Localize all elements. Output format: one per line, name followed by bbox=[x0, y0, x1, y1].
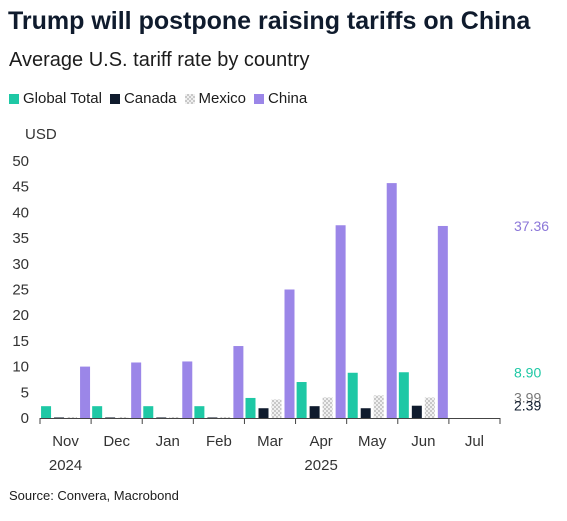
x-tick-label-jun: Jun bbox=[411, 433, 435, 450]
x-tick-label-mar: Mar bbox=[257, 433, 283, 450]
bar-china-nov bbox=[80, 366, 91, 418]
y-tick-label-40: 40 bbox=[12, 204, 29, 221]
bar-china-mar bbox=[284, 289, 295, 418]
bar-mexico-feb bbox=[220, 416, 231, 418]
y-tick-label-0: 0 bbox=[21, 410, 29, 427]
y-axis-label: USD bbox=[25, 126, 57, 143]
legend-item-mexico: Mexico bbox=[184, 90, 247, 107]
end-label-8-90: 8.90 bbox=[514, 364, 541, 380]
legend-swatch-global-total bbox=[9, 93, 19, 104]
end-labels: 37.36 8.90 3.992.39 bbox=[514, 218, 549, 414]
bar-global-total-mar bbox=[245, 397, 256, 418]
legend-label-canada: Canada bbox=[123, 90, 177, 107]
x-tick-label-jul: Jul bbox=[465, 433, 484, 450]
bar-global-total-feb bbox=[194, 406, 205, 418]
bar-china-feb bbox=[233, 346, 244, 418]
bar-mexico-may bbox=[373, 395, 384, 418]
y-tick-label-45: 45 bbox=[12, 179, 29, 196]
x-tick-label-nov: Nov bbox=[52, 433, 79, 450]
bar-mexico-mar bbox=[271, 399, 282, 418]
bar-global-total-nov bbox=[41, 406, 52, 418]
legend: Global Total Canada Mexico China bbox=[9, 90, 315, 107]
y-tick-label-10: 10 bbox=[12, 359, 29, 376]
bar-canada-mar bbox=[258, 408, 269, 418]
bars bbox=[41, 183, 448, 419]
legend-item-global-total: Global Total bbox=[9, 90, 102, 107]
legend-label-china: China bbox=[268, 90, 308, 107]
legend-swatch-mexico bbox=[184, 93, 195, 104]
bar-canada-feb bbox=[207, 417, 218, 419]
bar-canada-may bbox=[360, 408, 371, 418]
bar-china-jun bbox=[437, 225, 448, 418]
end-label-37-36: 37.36 bbox=[514, 218, 549, 234]
legend-label-global-total: Global Total bbox=[23, 90, 102, 107]
y-tick-label-20: 20 bbox=[12, 307, 29, 324]
bar-mexico-jun bbox=[424, 397, 435, 418]
legend-item-china: China bbox=[254, 90, 307, 107]
bar-canada-apr bbox=[309, 406, 320, 418]
x-tick-label-jan: Jan bbox=[156, 433, 180, 450]
end-label-3-99: 3.99 bbox=[514, 389, 541, 405]
bar-canada-nov bbox=[54, 417, 65, 419]
chart-title: Trump will postpone raising tariffs on C… bbox=[8, 7, 531, 35]
chart-subtitle: Average U.S. tariff rate by country bbox=[9, 49, 310, 71]
bar-global-total-apr bbox=[296, 382, 307, 418]
bar-mexico-jan bbox=[169, 416, 180, 418]
bar-global-total-jan bbox=[143, 406, 154, 418]
y-tick-label-35: 35 bbox=[12, 230, 29, 247]
legend-swatch-canada bbox=[109, 93, 120, 104]
bar-global-total-jun bbox=[398, 372, 409, 418]
bar-china-jan bbox=[182, 361, 193, 418]
y-axis: 0 5 10 15 20 25 30 35 40 45 50 bbox=[12, 153, 29, 427]
bar-global-total-may bbox=[347, 372, 358, 418]
bar-china-dec bbox=[131, 362, 142, 418]
bar-china-may bbox=[386, 183, 397, 418]
bar-canada-dec bbox=[105, 417, 116, 419]
y-tick-label-15: 15 bbox=[12, 333, 29, 350]
x-year-label-2024: 2024 bbox=[49, 457, 82, 474]
bar-canada-jun bbox=[411, 405, 422, 418]
x-tick-label-dec: Dec bbox=[103, 433, 130, 450]
y-tick-label-50: 50 bbox=[12, 153, 29, 170]
x-axis: Nov Dec Jan Feb Mar Apr May Jun Jul 2024 2025 bbox=[39, 418, 501, 474]
bar-mexico-nov bbox=[67, 416, 78, 418]
legend-label-mexico: Mexico bbox=[198, 90, 247, 107]
bar-china-apr bbox=[335, 225, 346, 418]
x-tick-label-feb: Feb bbox=[206, 433, 232, 450]
legend-item-canada: Canada bbox=[109, 90, 177, 107]
y-tick-label-25: 25 bbox=[12, 282, 29, 299]
x-tick-label-apr: Apr bbox=[309, 433, 332, 450]
x-year-label-2025: 2025 bbox=[304, 457, 337, 474]
y-tick-label-30: 30 bbox=[12, 256, 29, 273]
end-label-2-39: 2.39 bbox=[514, 398, 541, 414]
bar-canada-jan bbox=[156, 417, 167, 419]
legend-swatch-china bbox=[254, 93, 265, 104]
y-tick-label-5: 5 bbox=[21, 384, 29, 401]
source-note: Source: Convera, Macrobond bbox=[9, 488, 179, 503]
x-tick-label-may: May bbox=[358, 433, 387, 450]
bar-mexico-dec bbox=[118, 416, 129, 418]
bar-global-total-dec bbox=[92, 406, 103, 418]
bar-mexico-apr bbox=[322, 397, 333, 418]
